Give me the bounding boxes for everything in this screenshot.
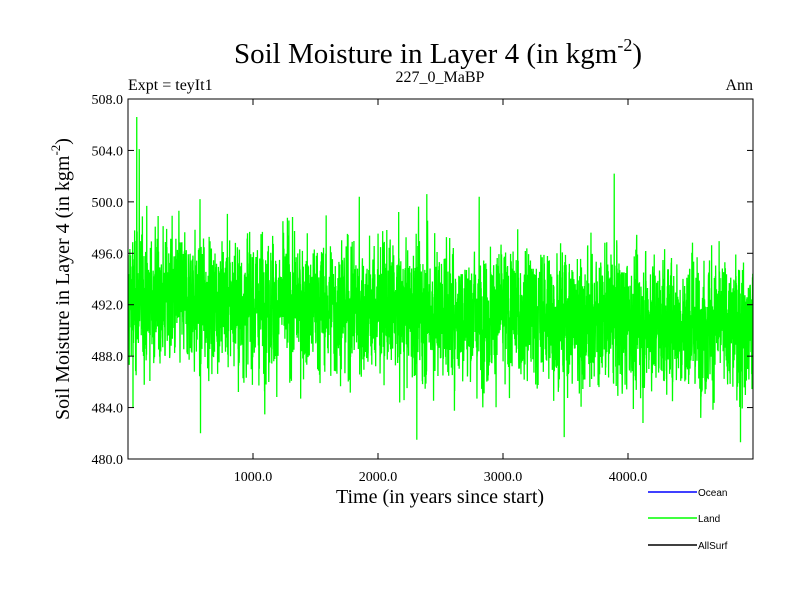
y-tick-label: 484.0 xyxy=(92,402,124,417)
x-tick-label: 1000.0 xyxy=(234,470,273,485)
x-tick-label: 3000.0 xyxy=(484,470,523,485)
legend-label-allsurf: AllSurf xyxy=(698,541,728,552)
series-land-line xyxy=(128,116,753,443)
y-tick-label: 504.0 xyxy=(92,144,124,159)
subtitle-season: Ann xyxy=(725,77,753,94)
y-tick-label: 500.0 xyxy=(92,196,124,211)
legend-label-land: Land xyxy=(698,514,720,525)
legend-label-ocean: Ocean xyxy=(698,488,727,499)
x-tick-label: 2000.0 xyxy=(359,470,398,485)
y-tick-label: 508.0 xyxy=(92,93,124,108)
subtitle-period: 227_0_MaBP xyxy=(396,69,485,86)
x-axis-label: Time (in years since start) xyxy=(336,486,544,508)
y-tick-label: 488.0 xyxy=(92,350,124,365)
subtitle-experiment: Expt = teyIt1 xyxy=(128,77,213,94)
legend: Ocean Land AllSurf xyxy=(648,488,728,552)
x-tick-label: 4000.0 xyxy=(609,470,648,485)
chart-title: Soil Moisture in Layer 4 (in kgm-2) xyxy=(234,35,642,70)
y-tick-label: 480.0 xyxy=(92,453,124,468)
y-tick-label: 492.0 xyxy=(92,299,124,314)
y-tick-label: 496.0 xyxy=(92,247,124,262)
plot-frame xyxy=(127,98,754,460)
y-axis-label: Soil Moisture in Layer 4 (in kgm-2) xyxy=(48,138,74,420)
series-layer xyxy=(128,116,753,443)
ticks-layer: 480.0 484.0 488.0 492.0 496.0 500.0 504.0 508.0… xyxy=(92,93,753,485)
